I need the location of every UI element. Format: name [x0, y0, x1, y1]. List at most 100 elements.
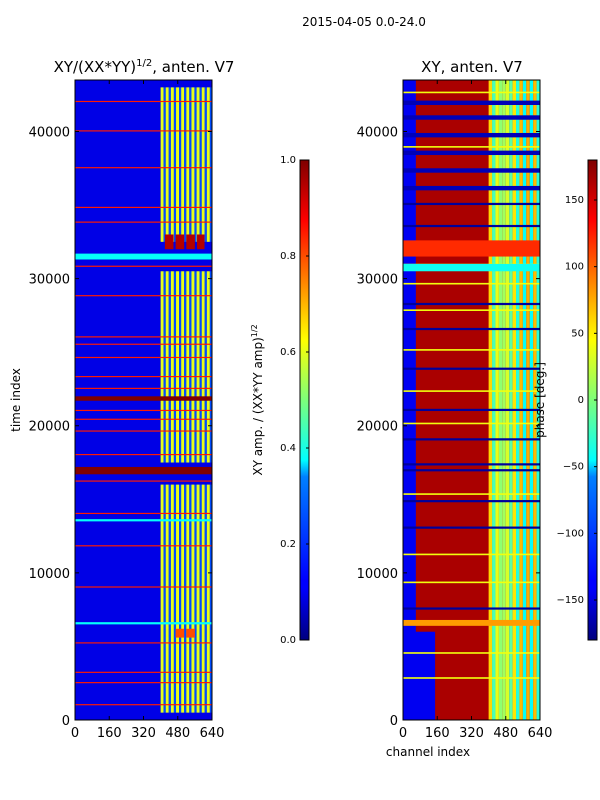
y-tick-label: 30000: [357, 273, 398, 288]
x-tick-label: 480: [493, 726, 518, 741]
flagged-row: [75, 409, 212, 412]
blue-row: [403, 367, 540, 370]
colorbar-tick-label: 150: [565, 195, 584, 206]
bright-stripe: [160, 87, 164, 242]
band-column: [522, 80, 527, 720]
panel-2-x-axis: 0 160 320 480 640: [399, 80, 552, 741]
band-column: [536, 80, 540, 720]
blue-stripe: [403, 132, 540, 138]
flagged-row: [75, 130, 212, 132]
bright-gap: [199, 484, 202, 713]
panel-2-title: XY, anten. V7: [421, 58, 523, 76]
band-column: [519, 80, 523, 720]
bright-stripe: [201, 271, 205, 463]
yellow-row: [403, 349, 540, 351]
bright-gap: [209, 484, 212, 713]
flagged-row: [75, 642, 212, 644]
hot-patch: [175, 628, 185, 638]
bright-stripe: [170, 87, 174, 242]
colorbar-tick-label: −50: [563, 462, 584, 473]
bright-stripe: [196, 484, 200, 713]
flagged-row: [75, 356, 212, 359]
bright-gap: [194, 87, 197, 242]
cyan-band: [75, 253, 212, 260]
bright-gap: [189, 87, 192, 242]
blue-row: [403, 469, 540, 472]
y-tick-label: 10000: [357, 567, 398, 582]
blue-stripe: [403, 100, 540, 106]
bright-gap: [194, 484, 197, 713]
bright-gap: [179, 484, 182, 713]
x-tick-label: 480: [165, 726, 190, 741]
bright-gap: [168, 87, 171, 242]
bright-gap: [168, 484, 171, 713]
bright-stripe: [181, 87, 185, 242]
band-column: [495, 80, 499, 720]
bright-gap: [163, 87, 166, 242]
flagged-row: [75, 704, 212, 706]
hot-patch: [197, 234, 205, 250]
flagged-row: [75, 221, 212, 223]
saturated-band: [75, 396, 212, 401]
bright-stripe: [160, 271, 164, 463]
band-column: [512, 80, 517, 720]
x-tick-label: 640: [200, 726, 225, 741]
blue-row: [403, 224, 540, 228]
colorbar-tick-label: 100: [565, 262, 584, 273]
panel-2-heatmap: [403, 80, 540, 720]
flagged-row: [75, 343, 212, 345]
band-column: [505, 80, 510, 720]
saturated-band: [75, 466, 212, 475]
bright-stripe: [206, 87, 210, 242]
flagged-row: [75, 512, 212, 515]
bright-gap: [194, 271, 197, 463]
blue-row: [403, 202, 540, 206]
wide-band: [403, 240, 540, 257]
flagged-row: [75, 167, 212, 169]
y-tick-label: 0: [62, 714, 70, 729]
colorbar-tick-label: 50: [571, 328, 584, 339]
yellow-row: [403, 91, 540, 94]
panel-2-y-axis: 0 10000 20000 30000 40000: [357, 125, 540, 729]
bright-stripe: [186, 271, 190, 463]
bright-gap: [173, 271, 177, 463]
flagged-row: [75, 453, 212, 456]
bright-stripe: [186, 484, 190, 713]
flagged-row: [75, 586, 212, 588]
blue-region: [403, 631, 436, 720]
panel-1-heatmap: [75, 80, 212, 720]
colorbar-1-ticks: 0.0 0.2 0.4 0.6 0.8 1.0: [280, 155, 309, 646]
x-tick-label: 320: [459, 726, 484, 741]
panel-1-x-axis: 0 160 320 480 640: [71, 80, 225, 741]
bright-gap: [184, 484, 187, 713]
bright-stripe: [176, 87, 180, 242]
bright-gap: [184, 271, 187, 463]
bright-stripe: [201, 87, 205, 242]
colorbar-2-label: phase [deg.]: [533, 362, 547, 438]
panel-2-xlabel: channel index: [386, 745, 470, 759]
flagged-row: [75, 671, 212, 673]
blue-row: [403, 302, 540, 306]
flagged-row: [75, 376, 212, 378]
bright-stripe: [170, 271, 174, 463]
bright-stripe: [196, 271, 200, 463]
x-tick-label: 160: [425, 726, 450, 741]
hot-patch: [186, 234, 195, 250]
bright-gap: [209, 87, 212, 242]
bright-stripe: [181, 484, 185, 713]
y-tick-label: 40000: [29, 125, 70, 140]
colorbar-tick-label: −150: [557, 595, 584, 606]
colorbar-2-ticks: −150 −100 −50 0 50 100 150: [557, 195, 597, 606]
bright-gap: [204, 87, 207, 242]
blue-stripe: [403, 115, 540, 120]
colorbar-tick-label: 0.8: [280, 251, 296, 262]
cyan-band: [75, 519, 212, 522]
y-tick-label: 20000: [357, 420, 398, 435]
cyan-band: [75, 622, 212, 625]
left-edge: [403, 80, 416, 720]
bright-gap: [179, 87, 182, 242]
x-tick-label: 160: [97, 726, 122, 741]
band-column: [492, 80, 496, 720]
bright-gap: [179, 271, 182, 463]
colorbar-tick-label: 0.0: [280, 635, 296, 646]
